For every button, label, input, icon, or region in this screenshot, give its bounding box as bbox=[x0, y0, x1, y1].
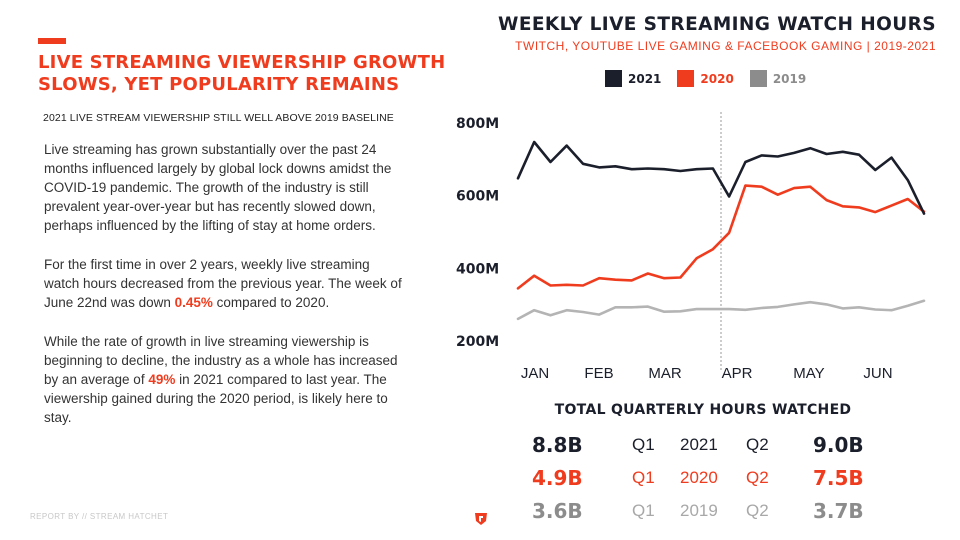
q1-label-2020: Q1 bbox=[632, 468, 655, 487]
q1-label-2019: Q1 bbox=[632, 501, 655, 520]
headline-line-1: LIVE STREAMING VIEWERSHIP GROWTH bbox=[38, 52, 446, 73]
series-line-2021 bbox=[516, 140, 926, 215]
stream-hatchet-logo-icon bbox=[475, 513, 487, 525]
paragraph-3-highlight: 49% bbox=[148, 372, 176, 387]
x-tick-label: JAN bbox=[521, 365, 549, 382]
legend-label-2019: 2019 bbox=[772, 71, 807, 86]
y-tick-label: 200M bbox=[456, 334, 499, 350]
x-tick-label: JUN bbox=[863, 365, 892, 382]
q1-label-2021: Q1 bbox=[632, 435, 655, 454]
q1-total-2020: 4.9B bbox=[532, 466, 583, 490]
paragraph-2-highlight: 0.45% bbox=[174, 295, 213, 310]
year-label-2021: 2021 bbox=[680, 435, 718, 454]
q2-label-2020: Q2 bbox=[746, 468, 769, 487]
paragraph-2-text-b: compared to 2020. bbox=[212, 295, 330, 310]
line-chart: 800M 600M 400M 200M JAN FEB MAR APR MAY JUN bbox=[456, 112, 926, 382]
x-tick-label: FEB bbox=[584, 365, 613, 382]
paragraph-2: For the first time in over 2 years, week… bbox=[44, 255, 404, 312]
paragraph-3: While the rate of growth in live streami… bbox=[44, 332, 404, 427]
chart-subtitle: TWITCH, YOUTUBE LIVE GAMING & FACEBOOK G… bbox=[515, 39, 936, 53]
body-text: Live streaming has grown substantially o… bbox=[44, 140, 404, 447]
paragraph-3-text-a: While the rate of growth in live streami… bbox=[44, 334, 398, 387]
legend-label-2021: 2021 bbox=[628, 71, 662, 86]
legend-swatch-2021 bbox=[605, 70, 622, 87]
x-tick-label: MAY bbox=[793, 365, 824, 382]
y-tick-label: 800M bbox=[456, 116, 499, 132]
year-label-2020: 2020 bbox=[680, 468, 718, 487]
q1-total-2019: 3.6B bbox=[532, 499, 583, 523]
chart-legend: 2021 2020 2019 bbox=[605, 70, 822, 87]
series-line-2020 bbox=[516, 184, 926, 290]
accent-bar bbox=[38, 38, 66, 44]
legend-label-2020: 2020 bbox=[700, 71, 734, 86]
series-line-2019 bbox=[516, 299, 926, 321]
quarterly-row-2021: 8.8B Q1 2021 Q2 9.0B bbox=[510, 430, 890, 462]
q2-total-2019: 3.7B bbox=[813, 499, 864, 523]
chart-title: WEEKLY LIVE STREAMING WATCH HOURS bbox=[498, 14, 936, 35]
y-tick-label: 400M bbox=[456, 261, 499, 277]
quarterly-row-2019: 3.6B Q1 2019 Q2 3.7B bbox=[510, 496, 890, 528]
legend-item-2019: 2019 bbox=[749, 70, 807, 87]
legend-swatch-2020 bbox=[677, 70, 695, 87]
subhead: 2021 LIVE STREAM VIEWERSHIP STILL WELL A… bbox=[43, 112, 394, 124]
x-tick-label: APR bbox=[722, 365, 753, 382]
legend-item-2021: 2021 bbox=[605, 70, 661, 87]
legend-item-2020: 2020 bbox=[677, 70, 734, 87]
q2-label-2021: Q2 bbox=[746, 435, 769, 454]
year-label-2019: 2019 bbox=[680, 501, 718, 520]
legend-swatch-2019 bbox=[749, 70, 767, 87]
paragraph-3-text-b: in 2021 compared to last year. The viewe… bbox=[44, 372, 388, 425]
paragraph-2-text-a: For the first time in over 2 years, week… bbox=[44, 257, 402, 310]
headline-line-2: SLOWS, YET POPULARITY REMAINS bbox=[38, 74, 400, 95]
paragraph-1: Live streaming has grown substantially o… bbox=[44, 142, 392, 233]
q2-label-2019: Q2 bbox=[746, 501, 769, 520]
x-tick-label: MAR bbox=[648, 365, 682, 382]
headline: LIVE STREAMING VIEWERSHIP GROWTH SLOWS, … bbox=[38, 52, 458, 96]
quarterly-row-2020: 4.9B Q1 2020 Q2 7.5B bbox=[510, 463, 890, 495]
q1-total-2021: 8.8B bbox=[532, 433, 583, 457]
q2-total-2020: 7.5B bbox=[813, 466, 864, 490]
quarterly-title: TOTAL QUARTERLY HOURS WATCHED bbox=[554, 402, 852, 418]
y-tick-label: 600M bbox=[456, 189, 499, 205]
footer-credit: REPORT BY // STREAM HATCHET bbox=[30, 512, 169, 521]
q2-total-2021: 9.0B bbox=[813, 433, 864, 457]
